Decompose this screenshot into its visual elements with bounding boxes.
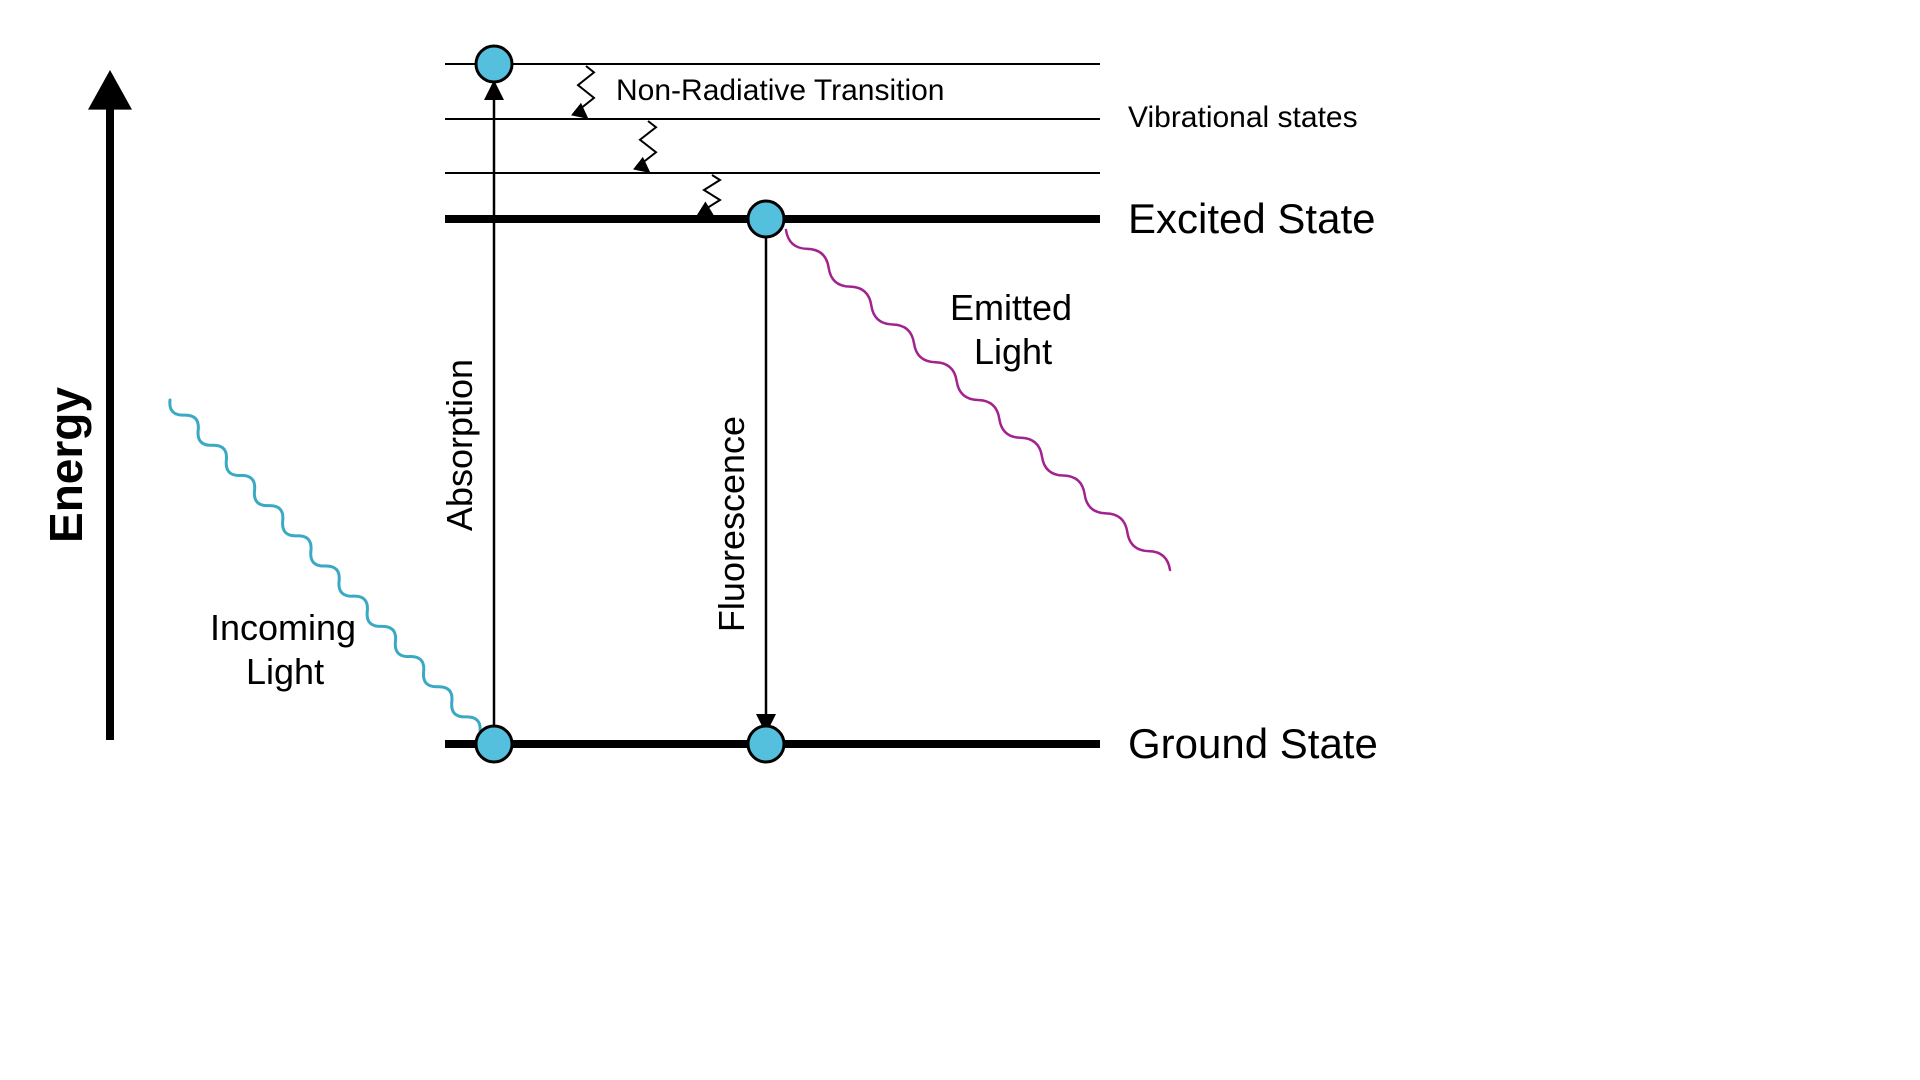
incoming-light-label-1: Incoming [210, 607, 356, 648]
ground-state-label: Ground State [1128, 720, 1378, 767]
fluorescence-label: Fluorescence [711, 416, 752, 632]
electron-marker-3 [748, 726, 784, 762]
absorption-label: Absorption [439, 359, 480, 531]
electron-marker-0 [476, 726, 512, 762]
jablonski-diagram: Energy Ground State Excited State Vibration… [0, 0, 1920, 1080]
electron-marker-2 [748, 201, 784, 237]
nonradiative-zigzag-2 [704, 175, 720, 215]
nonradiative-zigzag-0 [578, 66, 594, 117]
energy-axis-arrowhead [88, 70, 132, 110]
emitted-light-label-1: Emitted [950, 287, 1072, 328]
emitted-light-label-2: Light [974, 331, 1052, 372]
energy-axis-label: Energy [40, 387, 92, 543]
nonradiative-zigzag-1 [640, 121, 656, 171]
nonradiative-label: Non-Radiative Transition [616, 74, 945, 107]
emitted-light-wave [786, 230, 1170, 570]
electron-marker-1 [476, 46, 512, 82]
vibrational-states-label: Vibrational states [1128, 101, 1358, 134]
excited-state-label: Excited State [1128, 195, 1375, 242]
incoming-light-wave [170, 400, 480, 732]
incoming-light-label-2: Light [246, 651, 324, 692]
